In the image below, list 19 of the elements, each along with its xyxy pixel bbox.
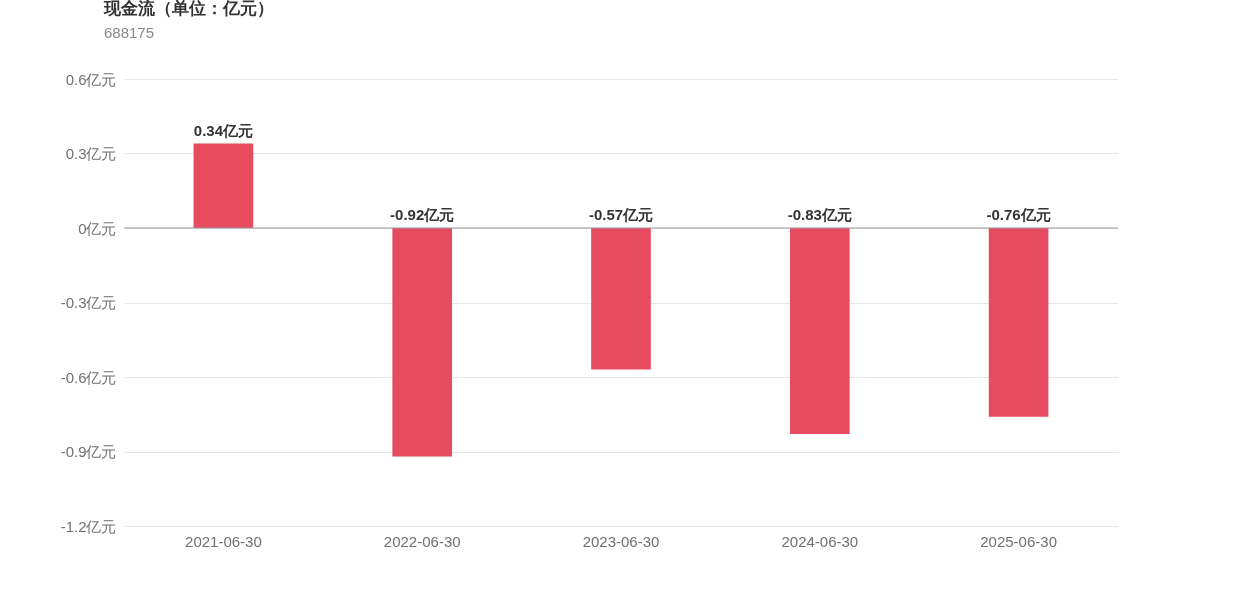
data-label: 0.34亿元 bbox=[193, 121, 253, 139]
data-label: -0.76亿元 bbox=[986, 206, 1051, 223]
data-label: -0.57亿元 bbox=[588, 206, 654, 223]
y-tick-label: -0.3亿元 bbox=[60, 294, 117, 311]
x-tick-label: 2022-06-30 bbox=[383, 532, 461, 550]
chart-subtitle: 688175 bbox=[104, 24, 155, 41]
y-tick-label: -0.9亿元 bbox=[60, 443, 117, 460]
x-tick-label: 2023-06-30 bbox=[582, 532, 660, 550]
y-tick-label: 0.6亿元 bbox=[65, 70, 117, 88]
y-tick-label: 0亿元 bbox=[78, 219, 117, 237]
chart-title: 现金流（单位：亿元） bbox=[103, 0, 274, 18]
data-label: -0.92亿元 bbox=[390, 206, 455, 223]
data-label: -0.83亿元 bbox=[787, 206, 852, 223]
y-tick-label: -0.6亿元 bbox=[60, 368, 117, 386]
x-tick-label: 2025-06-30 bbox=[980, 532, 1057, 550]
y-tick-label: -1.2亿元 bbox=[60, 517, 117, 535]
y-tick-label: 0.3亿元 bbox=[65, 145, 117, 162]
x-tick-label: 2021-06-30 bbox=[185, 532, 262, 550]
x-tick-label: 2024-06-30 bbox=[781, 532, 859, 550]
